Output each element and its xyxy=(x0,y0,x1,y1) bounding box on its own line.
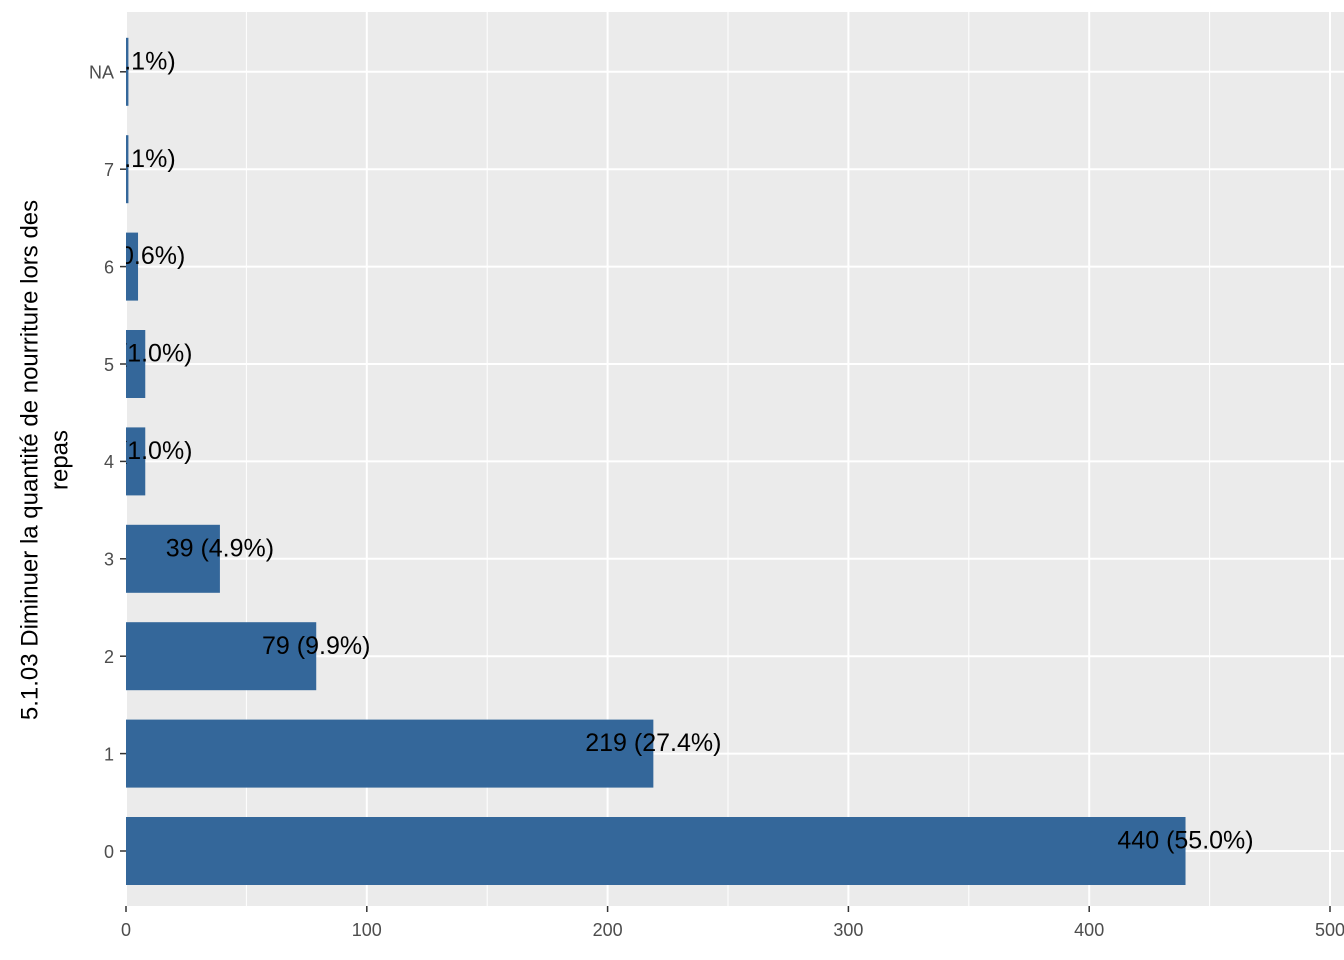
bar xyxy=(126,719,654,788)
value-label: 440 (55.0%) xyxy=(1117,827,1253,855)
bar xyxy=(126,817,1186,885)
grid xyxy=(125,12,1344,906)
bar xyxy=(126,232,139,301)
bar xyxy=(126,330,146,398)
bar xyxy=(126,622,317,691)
x-tick-label: 400 xyxy=(1074,920,1104,940)
y-axis-title: repas xyxy=(46,430,73,490)
x-tick-label: 500 xyxy=(1315,920,1344,940)
value-label: 8 (1.0%) xyxy=(98,437,192,465)
x-tick-label: 0 xyxy=(121,920,131,940)
value-label: 1 (0.1%) xyxy=(81,47,175,75)
y-tick-label: 5 xyxy=(104,355,114,375)
y-tick-label: 1 xyxy=(104,744,114,764)
bar xyxy=(126,524,220,593)
x-tick-label: 300 xyxy=(833,920,863,940)
bar xyxy=(126,427,146,496)
value-label: 8 (1.0%) xyxy=(98,340,192,368)
bars xyxy=(126,37,1186,885)
y-tick-label: 7 xyxy=(104,160,114,180)
value-label: 79 (9.9%) xyxy=(262,632,370,660)
x-tick-label: 200 xyxy=(593,920,623,940)
y-tick-label: 4 xyxy=(104,452,114,472)
y-tick-label: 2 xyxy=(104,647,114,667)
y-tick-label: NA xyxy=(89,63,114,83)
x-tick-label: 100 xyxy=(352,920,382,940)
y-tick-label: 0 xyxy=(104,842,114,862)
value-label: 219 (27.4%) xyxy=(585,729,721,757)
y-tick-label: 3 xyxy=(104,550,114,570)
value-label: 1 (0.1%) xyxy=(81,145,175,173)
y-axis-title: 5.1.03 Diminuer la quantité de nourritur… xyxy=(16,200,43,720)
value-label: 5 (0.6%) xyxy=(91,242,185,270)
value-labels: 440 (55.0%) 219 (27.4%) 79 (9.9%) 39 (4.9%)… xyxy=(81,47,1254,855)
bar xyxy=(126,37,129,106)
y-tick-label: 6 xyxy=(104,257,114,277)
value-label: 39 (4.9%) xyxy=(166,534,274,562)
bar xyxy=(126,135,129,204)
axes: 0 100 200 300 400 500 0 1 2 3 4 5 6 7 NA xyxy=(89,63,1344,940)
